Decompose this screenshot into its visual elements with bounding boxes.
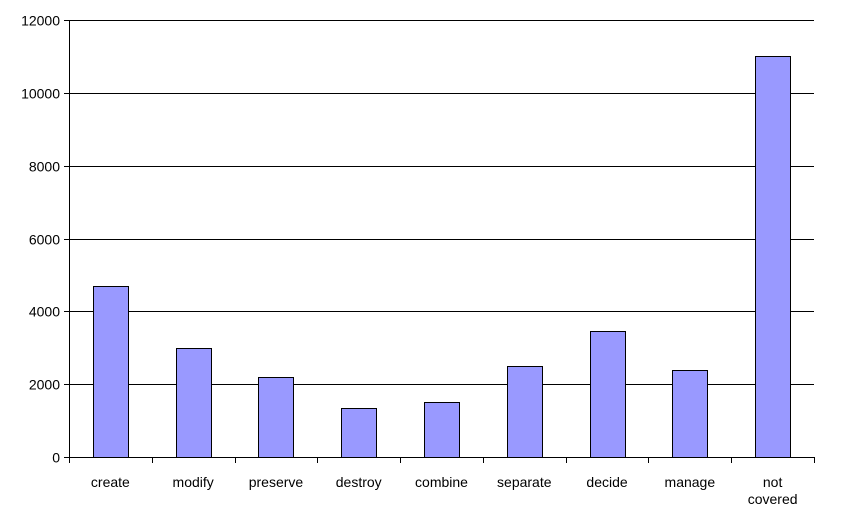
bar bbox=[590, 331, 626, 458]
x-tick-label: modify bbox=[173, 474, 214, 490]
bar bbox=[507, 366, 543, 458]
labels-layer: 0 2000 4000 6000 8000 10000 12000 create modify p… bbox=[21, 13, 797, 508]
x-tick-label-line: destroy bbox=[336, 474, 382, 490]
x-tick-label-line: covered bbox=[748, 491, 798, 507]
y-tick-label: 6000 bbox=[29, 232, 60, 248]
x-tick-label-line: manage bbox=[665, 474, 716, 490]
axis-layer bbox=[64, 20, 815, 463]
x-tick-label: separate bbox=[497, 474, 552, 490]
y-tick-label: 10000 bbox=[21, 86, 60, 102]
bar bbox=[258, 377, 294, 458]
grid-layer bbox=[69, 20, 814, 385]
x-tick-label-line: combine bbox=[415, 474, 468, 490]
x-tick-label-line: create bbox=[91, 474, 130, 490]
bar bbox=[93, 286, 129, 458]
x-tick-label: preserve bbox=[249, 474, 304, 490]
x-tick-label-line: not bbox=[763, 474, 783, 490]
bar bbox=[341, 408, 377, 458]
y-tick-label: 2000 bbox=[29, 377, 60, 393]
x-tick-label-line: decide bbox=[586, 474, 627, 490]
bar bbox=[424, 402, 460, 458]
y-tick-label: 12000 bbox=[21, 13, 60, 29]
bars-layer bbox=[93, 56, 791, 458]
x-tick-label: manage bbox=[665, 474, 716, 490]
x-tick-label: not covered bbox=[748, 474, 798, 507]
x-tick-label: create bbox=[91, 474, 130, 490]
x-tick-label: decide bbox=[586, 474, 627, 490]
x-tick-label-line: preserve bbox=[249, 474, 304, 490]
x-tick-label-line: separate bbox=[497, 474, 552, 490]
bar bbox=[176, 348, 212, 458]
x-tick-label: combine bbox=[415, 474, 468, 490]
bar bbox=[755, 56, 791, 458]
y-tick-label: 0 bbox=[52, 450, 60, 466]
x-tick-label: destroy bbox=[336, 474, 382, 490]
bar bbox=[672, 370, 708, 458]
y-tick-label: 4000 bbox=[29, 304, 60, 320]
x-tick-label-line: modify bbox=[173, 474, 214, 490]
y-tick-label: 8000 bbox=[29, 159, 60, 175]
